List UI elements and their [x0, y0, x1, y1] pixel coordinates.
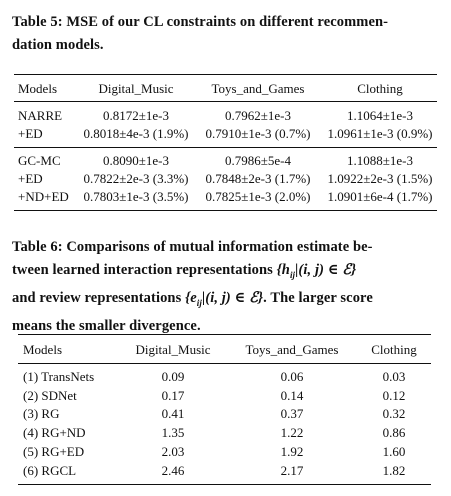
table5-header-digital-music: Digital_Music [98, 81, 174, 96]
table-cell: 0.8018±4e-3 (1.9%) [83, 126, 189, 141]
table-cell: 0.12 [382, 388, 406, 403]
table6-header-clothing: Clothing [371, 342, 417, 357]
table-cell: 0.37 [280, 406, 304, 421]
table6-header-digital-music: Digital_Music [135, 342, 211, 357]
table6-top-rule [18, 334, 431, 335]
table-cell-model: (5) RG+ED [23, 444, 85, 459]
table-cell: 1.35 [161, 425, 185, 440]
table5-caption: Table 5: MSE of our CL constraints on di… [12, 11, 440, 57]
table-cell: 1.1064±1e-3 [347, 108, 413, 123]
table-cell: 0.14 [280, 388, 304, 403]
table5-header-models: Models [18, 81, 57, 96]
table5-top-rule [14, 74, 437, 75]
table-cell: 0.8172±1e-3 [103, 108, 169, 123]
table6-caption-line: and review representations {eij|(i, j) ∈… [12, 287, 440, 315]
table6-caption-line: Table 6: Comparisons of mutual informati… [12, 239, 373, 255]
math-h-base: {h [276, 262, 290, 278]
table6-caption-line: means the smaller divergence. [12, 317, 201, 334]
caption-text: . The larger score [263, 289, 373, 306]
table-cell: 1.0961±1e-3 (0.9%) [327, 126, 433, 141]
table-cell-model: +ED [18, 171, 43, 186]
table5-header-rule [14, 101, 437, 102]
table5-group-rule [14, 147, 437, 148]
table-cell: 0.7848±2e-3 (1.7%) [205, 171, 311, 186]
table-cell: 0.41 [161, 406, 185, 421]
table-cell: 0.7910±1e-3 (0.7%) [205, 126, 311, 141]
table-cell-model: (1) TransNets [23, 369, 95, 384]
table-cell: 0.06 [280, 369, 304, 384]
math-e: {eij|(i, j) ∈ ℰ} [185, 289, 264, 308]
table-cell-model: NARRE [18, 108, 63, 123]
table-cell-model: (6) RGCL [23, 463, 77, 478]
table-cell: 1.92 [280, 444, 304, 459]
table6-caption: Table 6: Comparisons of mutual informati… [12, 236, 440, 338]
table-cell: 2.46 [161, 463, 185, 478]
table6-bottom-rule [18, 484, 431, 485]
table6-header-rule [18, 363, 431, 364]
math-h-rest: |(i, j) ∈ ℰ} [295, 262, 357, 278]
table-cell: 1.82 [382, 463, 406, 478]
table-cell: 1.1088±1e-3 [347, 153, 413, 168]
table-cell-model: +ED [18, 126, 43, 141]
table-cell-model: (3) RG [23, 406, 60, 421]
table-cell: 0.17 [161, 388, 185, 403]
table5-header-clothing: Clothing [357, 81, 403, 96]
table-cell: 1.0922±2e-3 (1.5%) [327, 171, 433, 186]
table-cell: 1.22 [280, 425, 304, 440]
table-cell: 0.7822±2e-3 (3.3%) [83, 171, 189, 186]
math-e-sub: ij [196, 297, 202, 308]
table-cell: 0.03 [382, 369, 406, 384]
table6-header-models: Models [23, 342, 62, 357]
table-cell-model: GC-MC [18, 153, 61, 168]
caption-text: tween learned interaction representation… [12, 262, 277, 278]
table-cell-model: (2) SDNet [23, 388, 77, 403]
math-h: {hij|(i, j) ∈ ℰ} [276, 262, 357, 280]
table-cell: 0.7803±1e-3 (3.5%) [83, 189, 189, 204]
math-e-base: {e [185, 289, 197, 306]
table-cell: 2.03 [161, 444, 185, 459]
table-cell: 2.17 [280, 463, 304, 478]
table-cell: 0.09 [161, 369, 185, 384]
math-e-rest: |(i, j) ∈ ℰ} [201, 289, 264, 306]
table-cell-model: +ND+ED [18, 189, 69, 204]
table-cell: 0.32 [382, 406, 406, 421]
table-cell: 0.7962±1e-3 [225, 108, 291, 123]
table-cell: 0.86 [382, 425, 406, 440]
table-cell: 1.0901±6e-4 (1.7%) [327, 189, 433, 204]
table-cell: 0.7986±5e-4 [225, 153, 291, 168]
table-cell: 0.8090±1e-3 [103, 153, 169, 168]
table-cell-model: (4) RG+ND [23, 425, 86, 440]
table-cell: 1.60 [382, 444, 406, 459]
table-cell: 0.7825±1e-3 (2.0%) [205, 189, 311, 204]
table5-header-toys-and-games: Toys_and_Games [211, 81, 305, 96]
math-h-sub: ij [289, 269, 296, 280]
table6-header-toys-and-games: Toys_and_Games [245, 342, 339, 357]
table6-caption-line: tween learned interaction representation… [12, 259, 440, 287]
caption-text: and review representations [12, 289, 186, 306]
table5-caption-line: Table 5: MSE of our CL constraints on di… [12, 14, 389, 30]
table5-caption-line: dation models. [12, 37, 104, 53]
table5-bottom-rule [14, 210, 437, 211]
